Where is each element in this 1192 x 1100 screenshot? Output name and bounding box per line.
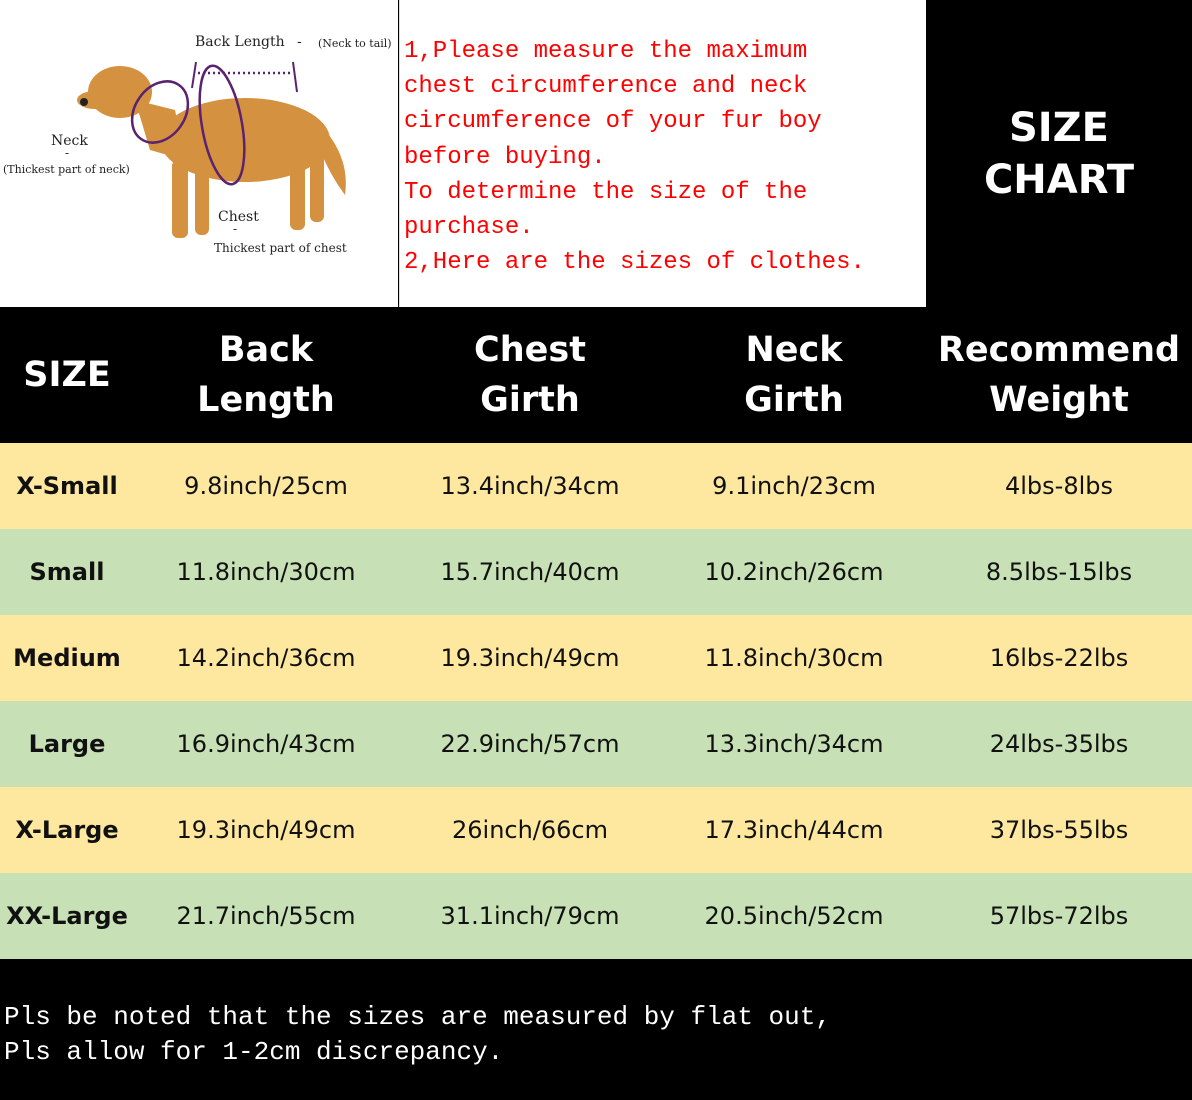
header-text: Girth bbox=[480, 380, 580, 420]
table-row: X-Large 19.3inch/49cm 26inch/66cm 17.3inch/… bbox=[0, 787, 1192, 873]
chest-note: Thickest part of chest bbox=[214, 241, 347, 255]
measurement-diagram: Back Length - (Neck to tail) Neck - (Thi… bbox=[0, 0, 398, 307]
value-cell: 8.5lbs-15lbs bbox=[926, 529, 1192, 615]
value-cell: 9.1inch/23cm bbox=[662, 443, 926, 529]
column-header: Neck Girth bbox=[662, 307, 926, 443]
value-cell: 57lbs-72lbs bbox=[926, 873, 1192, 959]
table-row: XX-Large 21.7inch/55cm 31.1inch/79cm 20.5in… bbox=[0, 873, 1192, 959]
value-cell: 37lbs-55lbs bbox=[926, 787, 1192, 873]
value-cell: 16.9inch/43cm bbox=[134, 701, 398, 787]
value-cell: 24lbs-35lbs bbox=[926, 701, 1192, 787]
instructions-text: 1,Please measure the maximum chest circum… bbox=[404, 34, 865, 280]
header-text: Chest bbox=[474, 330, 586, 370]
table-row: X-Small 9.8inch/25cm 13.4inch/34cm 9.1inch/… bbox=[0, 443, 1192, 529]
dog-illustration bbox=[77, 61, 346, 238]
back-length-note: (Neck to tail) bbox=[318, 37, 392, 50]
neck-note: (Thickest part of neck) bbox=[3, 163, 130, 176]
instructions-panel: 1,Please measure the maximum chest circum… bbox=[399, 0, 927, 307]
instruction-line: circumference of your fur boy bbox=[404, 108, 822, 136]
header-text: Back bbox=[218, 330, 314, 370]
value-cell: 19.3inch/49cm bbox=[134, 787, 398, 873]
column-header: Chest Girth bbox=[398, 307, 662, 443]
size-cell: XX-Large bbox=[0, 873, 134, 959]
neck-label: Neck bbox=[51, 133, 88, 149]
value-cell: 31.1inch/79cm bbox=[398, 873, 662, 959]
instruction-line: purchase. bbox=[404, 214, 534, 242]
size-cell: Medium bbox=[0, 615, 134, 701]
value-cell: 21.7inch/55cm bbox=[134, 873, 398, 959]
back-dash: - bbox=[297, 34, 302, 50]
instruction-line: before buying. bbox=[404, 143, 606, 171]
header-text: Weight bbox=[989, 380, 1129, 420]
size-cell: Small bbox=[0, 529, 134, 615]
instruction-line: To determine the size of the bbox=[404, 178, 808, 206]
column-header: Back Length bbox=[134, 307, 398, 443]
chest-label: Chest bbox=[218, 209, 259, 225]
footer-note: Pls be noted that the sizes are measured… bbox=[4, 1000, 831, 1070]
value-cell: 22.9inch/57cm bbox=[398, 701, 662, 787]
value-cell: 17.3inch/44cm bbox=[662, 787, 926, 873]
header-text: Recommend bbox=[937, 330, 1181, 370]
column-header: SIZE bbox=[0, 307, 134, 443]
size-chart-title: SIZE CHART bbox=[926, 0, 1192, 307]
title-line: SIZE bbox=[1008, 104, 1109, 151]
header-text: Girth bbox=[744, 380, 844, 420]
value-cell: 11.8inch/30cm bbox=[662, 615, 926, 701]
header-text: Length bbox=[197, 380, 335, 420]
size-cell: X-Small bbox=[0, 443, 134, 529]
neck-dash: - bbox=[65, 146, 70, 160]
footer-line: Pls be noted that the sizes are measured… bbox=[4, 1002, 831, 1032]
value-cell: 13.4inch/34cm bbox=[398, 443, 662, 529]
value-cell: 10.2inch/26cm bbox=[662, 529, 926, 615]
size-cell: Large bbox=[0, 701, 134, 787]
value-cell: 4lbs-8lbs bbox=[926, 443, 1192, 529]
value-cell: 19.3inch/49cm bbox=[398, 615, 662, 701]
value-cell: 26inch/66cm bbox=[398, 787, 662, 873]
table-row: Large 16.9inch/43cm 22.9inch/57cm 13.3inch/… bbox=[0, 701, 1192, 787]
header-text: Neck bbox=[745, 330, 843, 370]
instruction-line: chest circumference and neck bbox=[404, 73, 808, 101]
value-cell: 15.7inch/40cm bbox=[398, 529, 662, 615]
footer-line: Pls allow for 1-2cm discrepancy. bbox=[4, 1037, 504, 1067]
size-cell: X-Large bbox=[0, 787, 134, 873]
chest-dash: - bbox=[233, 222, 238, 236]
value-cell: 16lbs-22lbs bbox=[926, 615, 1192, 701]
value-cell: 9.8inch/25cm bbox=[134, 443, 398, 529]
value-cell: 20.5inch/52cm bbox=[662, 873, 926, 959]
title-line: CHART bbox=[983, 156, 1135, 203]
instruction-line: 2,Here are the sizes of clothes. bbox=[404, 249, 865, 277]
value-cell: 14.2inch/36cm bbox=[134, 615, 398, 701]
size-table: SIZE Back Length Chest Girth Neck Girth Recomme… bbox=[0, 307, 1192, 959]
value-cell: 13.3inch/34cm bbox=[662, 701, 926, 787]
table-row: Small 11.8inch/30cm 15.7inch/40cm 10.2inch/… bbox=[0, 529, 1192, 615]
table-row: Medium 14.2inch/36cm 19.3inch/49cm 11.8inch… bbox=[0, 615, 1192, 701]
instruction-line: 1,Please measure the maximum bbox=[404, 38, 808, 65]
column-header: Recommend Weight bbox=[926, 307, 1192, 443]
value-cell: 11.8inch/30cm bbox=[134, 529, 398, 615]
header-row: SIZE Back Length Chest Girth Neck Girth Recomme… bbox=[0, 307, 1192, 443]
back-length-label: Back Length bbox=[195, 34, 285, 50]
header-text: SIZE bbox=[23, 355, 111, 395]
